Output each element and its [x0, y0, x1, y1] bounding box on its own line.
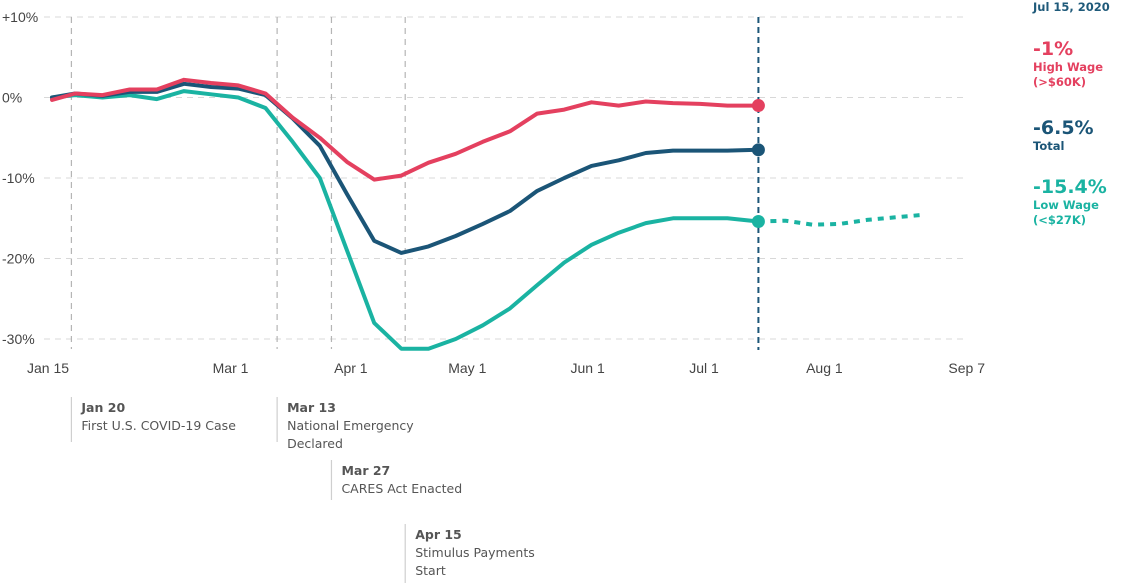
series-line	[50, 81, 761, 255]
legend-total: -6.5% Total	[1033, 117, 1121, 154]
legend-high-wage: -1% High Wage (>$60K)	[1033, 38, 1121, 90]
series-end-point	[751, 214, 765, 228]
x-axis: Jan 15 Mar 1 Apr 1 May 1 Jun 1 Jul 1 Aug 1 Sep …	[27, 360, 985, 376]
event-description: Stimulus Payments	[415, 545, 535, 560]
x-tick-label: Jun 1	[571, 360, 605, 376]
y-tick-label: 0%	[2, 90, 22, 106]
high-wage-sublabel: (>$60K)	[1033, 75, 1087, 89]
series-projection	[758, 213, 922, 227]
grid-lines	[44, 16, 966, 340]
current-date-label: Jul 15, 2020	[1033, 0, 1110, 14]
series-end-point	[751, 99, 765, 113]
low-wage-sublabel: (<$27K)	[1033, 213, 1087, 227]
event-date: Jan 20	[80, 400, 125, 415]
event-date: Mar 13	[287, 400, 336, 415]
x-tick-label: Jul 1	[689, 360, 719, 376]
y-tick-label: -10%	[2, 170, 35, 186]
current-date-markers	[751, 17, 765, 350]
low-wage-label: Low Wage	[1033, 198, 1099, 212]
event-description: Start	[415, 563, 446, 578]
x-tick-label: May 1	[448, 360, 486, 376]
legend-low-wage: -15.4% Low Wage (<$27K)	[1033, 176, 1121, 228]
high-wage-value: -1%	[1033, 38, 1074, 60]
series-line	[50, 89, 761, 351]
event-description: CARES Act Enacted	[341, 481, 462, 496]
x-tick-label: Sep 7	[948, 360, 985, 376]
event-date: Mar 27	[341, 463, 390, 478]
event-annotations: Jan 20 First U.S. COVID-19 Case Mar 13 Nati…	[70, 17, 535, 583]
x-tick-label: Jan 15	[27, 360, 69, 376]
high-wage-label: High Wage	[1033, 60, 1104, 74]
series-end-point	[751, 143, 765, 157]
event-description: Declared	[287, 436, 343, 451]
x-tick-label: Apr 1	[334, 360, 368, 376]
y-axis: +10% 0% -10% -20% -30%	[2, 9, 38, 347]
y-tick-label: +10%	[2, 9, 38, 25]
y-tick-label: -30%	[2, 331, 35, 347]
x-tick-label: Mar 1	[213, 360, 249, 376]
low-wage-value: -15.4%	[1033, 176, 1107, 198]
event-description: National Emergency	[287, 418, 414, 433]
y-tick-label: -20%	[2, 251, 35, 267]
series-lines	[50, 77, 922, 351]
total-label: Total	[1033, 139, 1065, 153]
event-description: First U.S. COVID-19 Case	[81, 418, 236, 433]
series-line	[50, 77, 761, 182]
event-date: Apr 15	[415, 527, 462, 542]
total-value: -6.5%	[1033, 117, 1094, 139]
x-tick-label: Aug 1	[806, 360, 843, 376]
